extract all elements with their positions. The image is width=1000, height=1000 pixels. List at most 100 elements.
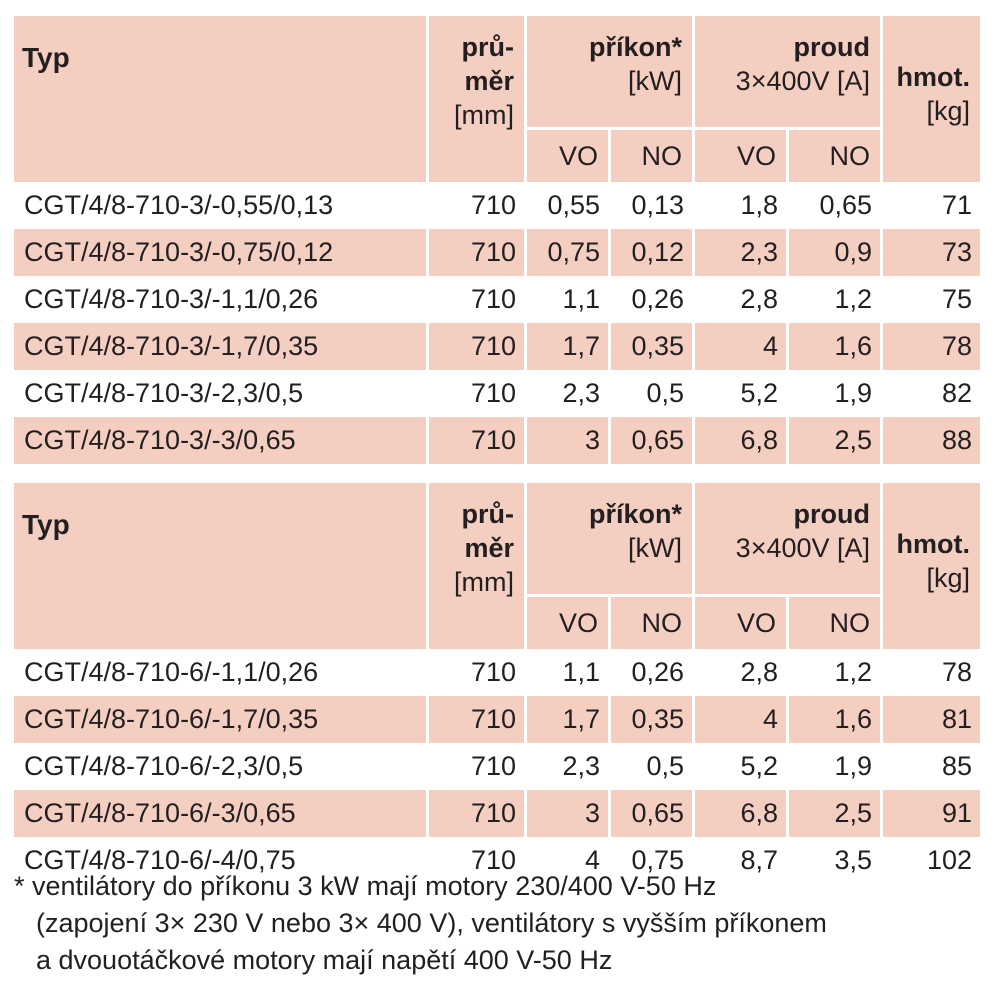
cell-power-no: 0,5 (646, 378, 685, 408)
cell-current-vo: 5,2 (740, 751, 779, 781)
table-row: CGT/4/8-710-6/-1,7/0,35 710 1,7 0,35 4 1,6 81 (14, 696, 981, 743)
cell-weight: 102 (926, 845, 973, 875)
cell-type: CGT/4/8-710-3/-0,75/0,12 (14, 229, 426, 276)
cell-type: CGT/4/8-710-6/-2,3/0,5 (24, 751, 304, 781)
cell-current-vo: 2,8 (740, 657, 779, 687)
cell-current-no: 1,6 (786, 696, 881, 743)
header-proud-vo: VO (692, 597, 787, 649)
cell-weight: 78 (880, 323, 981, 370)
cell-power-vo: 0,55 (547, 190, 600, 220)
cell-diameter: 710 (470, 284, 516, 314)
footnote: * ventilátory do příkonu 3 kW mají motor… (14, 868, 984, 979)
table-row: CGT/4/8-710-3/-1,7/0,35 710 1,7 0,35 4 1,6 78 (14, 323, 981, 370)
cell-diameter: 710 (470, 751, 516, 781)
cell-diameter: 710 (470, 190, 516, 220)
cell-power-vo: 1,7 (524, 696, 608, 743)
table-row: CGT/4/8-710-3/-3/0,65 710 3 0,65 6,8 2,5 88 (14, 417, 981, 464)
cell-weight: 75 (941, 284, 973, 314)
cell-current-no: 0,9 (786, 229, 881, 276)
header-hmot: hmot. [kg] (880, 16, 981, 182)
cell-weight: 71 (941, 190, 973, 220)
header-prikon: příkon* [kW] (524, 483, 693, 597)
cell-power-vo: 1,1 (562, 284, 600, 314)
header-prikon: příkon* [kW] (524, 16, 693, 130)
cell-power-no: 0,13 (631, 190, 685, 220)
header-prumer: prů- měr [mm] (426, 16, 524, 182)
table-row: CGT/4/8-710-6/-4/0,75 710 4 0,75 8,7 3,5 102 (14, 837, 980, 884)
cell-current-vo: 2,8 (740, 284, 779, 314)
cell-diameter: 710 (426, 417, 524, 464)
cell-power-no: 0,35 (608, 696, 693, 743)
cell-diameter: 710 (426, 790, 524, 837)
table-row: CGT/4/8-710-3/-1,1/0,26 710 1,1 0,26 2,8 1,2 7… (14, 276, 980, 323)
cell-current-no: 2,5 (786, 790, 881, 837)
table-row: CGT/4/8-710-6/-1,1/0,26 710 1,1 0,26 2,8 1,2 7… (14, 649, 980, 696)
cell-power-no: 0,5 (646, 751, 685, 781)
footnote-line: a dvouotáčkové motory mají napětí 400 V-… (36, 945, 613, 975)
cell-current-no: 1,9 (834, 751, 873, 781)
cell-power-no: 0,75 (631, 845, 685, 875)
cell-power-no: 0,65 (608, 790, 693, 837)
cell-current-vo: 4 (692, 696, 787, 743)
cell-power-vo: 3 (524, 417, 608, 464)
cell-current-vo: 1,8 (740, 190, 779, 220)
cell-diameter: 710 (470, 657, 516, 687)
cell-type: CGT/4/8-710-3/-2,3/0,5 (24, 378, 304, 408)
cell-current-no: 3,5 (834, 845, 873, 875)
cell-diameter: 710 (470, 845, 516, 875)
footnote-line: (zapojení 3× 230 V nebo 3× 400 V), venti… (36, 908, 827, 938)
cell-power-vo: 2,3 (562, 751, 600, 781)
cell-current-vo: 8,7 (740, 845, 779, 875)
cell-type: CGT/4/8-710-6/-1,7/0,35 (14, 696, 426, 743)
table-row: CGT/4/8-710-3/-0,55/0,13 710 0,55 0,13 1,8 0,… (14, 182, 980, 229)
cell-power-no: 0,35 (608, 323, 693, 370)
table-row: CGT/4/8-710-6/-3/0,65 710 3 0,65 6,8 2,5 91 (14, 790, 981, 837)
cell-power-vo: 4 (584, 845, 600, 875)
header-hmot: hmot. [kg] (880, 483, 981, 649)
fan-table-2: Typ prů- měr [mm] příkon* [kW] proud 3×4… (14, 483, 981, 884)
cell-type: CGT/4/8-710-3/-0,55/0,13 (24, 190, 334, 220)
cell-power-no: 0,26 (631, 284, 685, 314)
cell-current-vo: 4 (692, 323, 787, 370)
cell-type: CGT/4/8-710-6/-4/0,75 (24, 845, 296, 875)
cell-power-no: 0,12 (608, 229, 693, 276)
cell-current-no: 1,2 (834, 657, 873, 687)
header-prikon-vo: VO (524, 597, 608, 649)
header-proud: proud 3×400V [A] (692, 16, 881, 130)
cell-current-vo: 6,8 (692, 417, 787, 464)
cell-current-vo: 6,8 (692, 790, 787, 837)
cell-current-vo: 5,2 (740, 378, 779, 408)
cell-power-vo: 1,7 (524, 323, 608, 370)
header-prikon-vo: VO (524, 130, 608, 182)
cell-diameter: 710 (426, 323, 524, 370)
cell-power-no: 0,65 (608, 417, 693, 464)
cell-power-vo: 0,75 (524, 229, 608, 276)
cell-current-no: 0,65 (819, 190, 873, 220)
header-proud-no: NO (786, 130, 881, 182)
header-proud: proud 3×400V [A] (692, 483, 881, 597)
cell-weight: 82 (941, 378, 973, 408)
cell-type: CGT/4/8-710-6/-1,1/0,26 (24, 657, 319, 687)
cell-current-vo: 2,3 (692, 229, 787, 276)
table-row: CGT/4/8-710-3/-0,75/0,12 710 0,75 0,12 2,3 0,… (14, 229, 981, 276)
header-prikon-no: NO (608, 130, 693, 182)
cell-diameter: 710 (426, 229, 524, 276)
cell-diameter: 710 (426, 696, 524, 743)
fan-table-1: Typ prů- měr [mm] příkon* [kW] proud 3×4… (14, 16, 981, 464)
cell-type: CGT/4/8-710-3/-1,1/0,26 (24, 284, 319, 314)
table-row: CGT/4/8-710-6/-2,3/0,5 710 2,3 0,5 5,2 1,9 85 (14, 743, 980, 790)
cell-power-vo: 3 (524, 790, 608, 837)
cell-current-no: 1,6 (786, 323, 881, 370)
cell-power-no: 0,26 (631, 657, 685, 687)
header-prumer: prů- měr [mm] (426, 483, 524, 649)
header-typ: Typ (14, 483, 426, 649)
header-typ: Typ (14, 16, 426, 182)
cell-weight: 73 (880, 229, 981, 276)
cell-type: CGT/4/8-710-6/-3/0,65 (14, 790, 426, 837)
header-prikon-no: NO (608, 597, 693, 649)
cell-weight: 78 (941, 657, 973, 687)
cell-type: CGT/4/8-710-3/-1,7/0,35 (14, 323, 426, 370)
cell-current-no: 1,2 (834, 284, 873, 314)
table-row: CGT/4/8-710-3/-2,3/0,5 710 2,3 0,5 5,2 1,9 82 (14, 370, 980, 417)
header-proud-no: NO (786, 597, 881, 649)
